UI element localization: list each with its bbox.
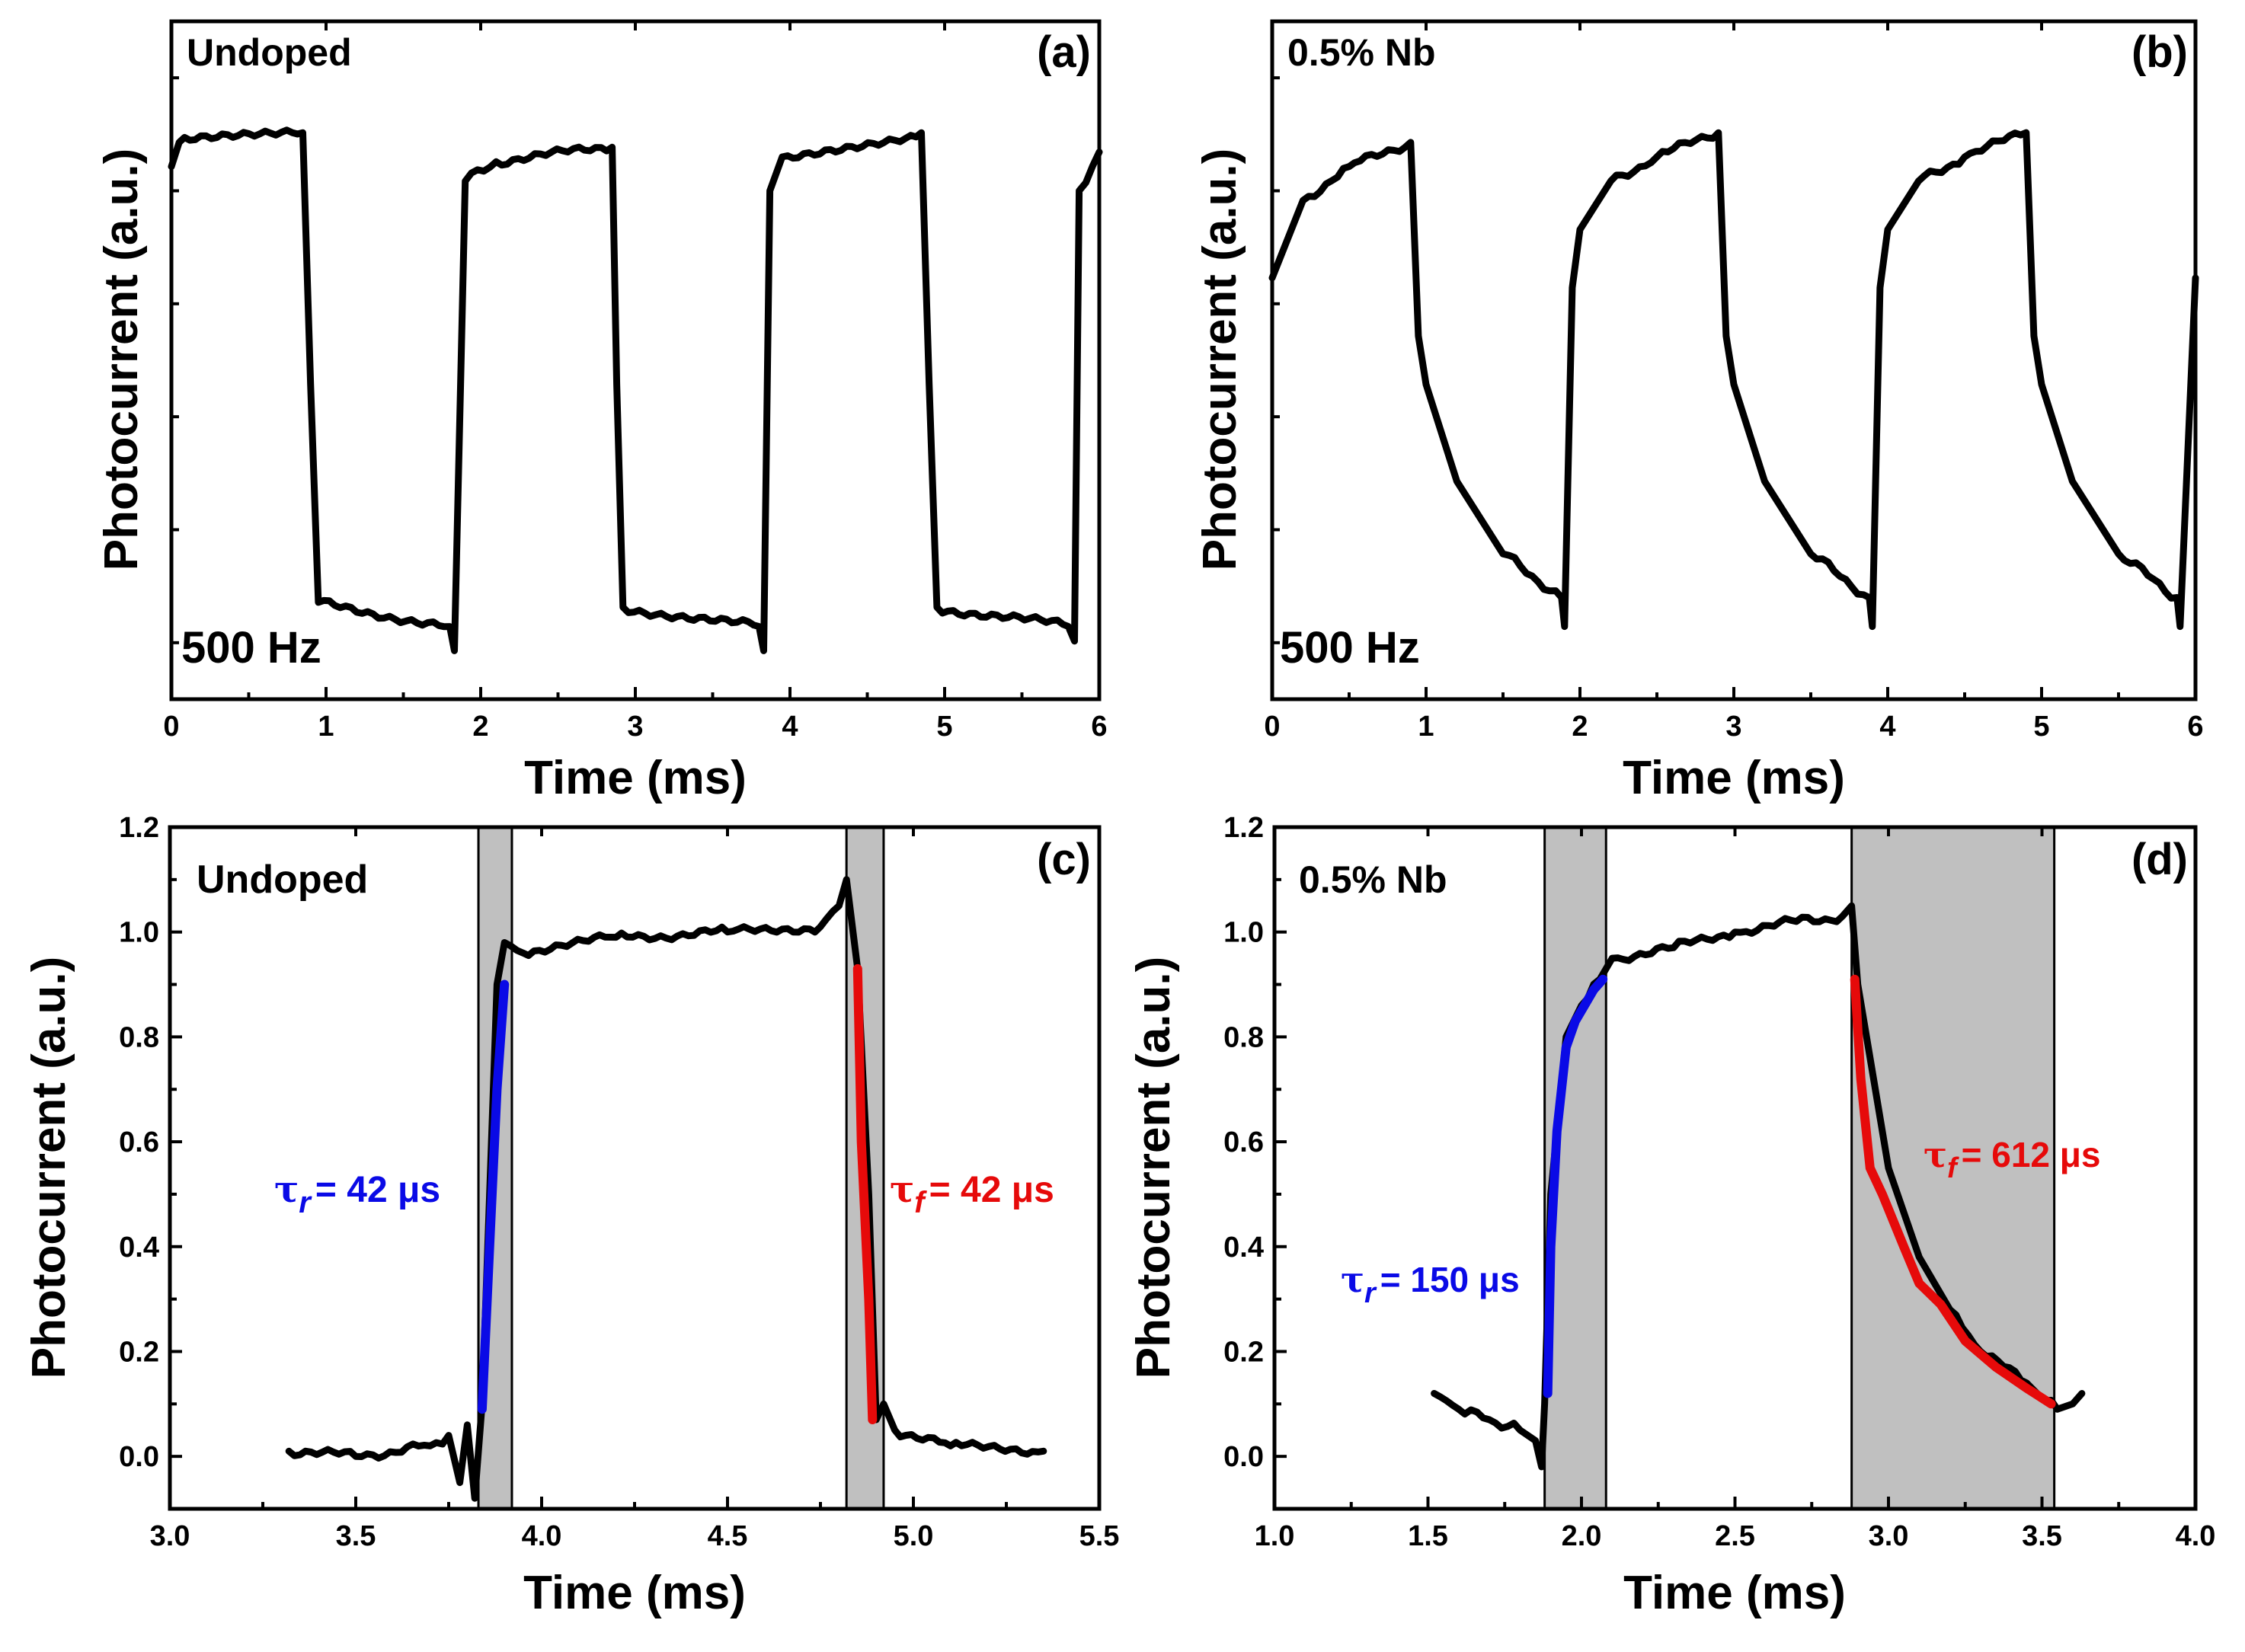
- x-tick-label: 3: [1725, 711, 1741, 743]
- rise-trace: [1543, 974, 1608, 1398]
- x-axis-title: Time (ms): [1623, 1567, 1846, 1619]
- x-tick-label: 1: [1418, 711, 1434, 743]
- y-tick-label: 0.4: [119, 1232, 159, 1264]
- fall-time-annotation: τf = 42 μs: [890, 1168, 1054, 1219]
- x-tick-label: 5: [2033, 711, 2049, 743]
- x-tick-label: 5.0: [894, 1520, 934, 1552]
- y-tick-label: 0.2: [119, 1336, 159, 1368]
- x-tick-label: 6: [1091, 711, 1107, 743]
- x-axis-title: Time (ms): [523, 1567, 746, 1619]
- photocurrent-trace: [285, 876, 1047, 1502]
- x-tick-label: 3.0: [1869, 1520, 1909, 1552]
- fall-trace: [852, 963, 878, 1424]
- y-tick-label: 0.0: [119, 1441, 159, 1473]
- chart-panel-d: 1.0 1.5 2.0 2.5 3.0 3.5 4.0 0.0 0.2 0.4 0.6 0.8 1.0 1…: [1127, 812, 2215, 1619]
- chart-panel-b: 0 1 2 3 4 5 6 (b) 0.5% Nb 500 Hz Time (ms) Pho…: [1194, 19, 2204, 804]
- y-tick-label: 1.0: [119, 917, 159, 949]
- photocurrent-trace: [1268, 129, 2199, 631]
- rise-time-annotation: τr = 42 μs: [274, 1168, 440, 1219]
- sample-label: 0.5% Nb: [1287, 31, 1436, 74]
- sample-label: Undoped: [197, 858, 368, 902]
- y-tick-label: 1.2: [1223, 812, 1264, 844]
- y-tick-label: 0.8: [119, 1021, 159, 1053]
- tau-subscript: r: [1364, 1277, 1377, 1309]
- y-tick-label: 0.0: [1223, 1441, 1264, 1473]
- plot-frame: [1270, 19, 2198, 701]
- tau-symbol: τ: [1924, 1134, 1947, 1175]
- x-tick-label: 3.5: [336, 1520, 376, 1552]
- x-tick-label: 1.0: [1255, 1520, 1295, 1552]
- tau-subscript: f: [1947, 1152, 1959, 1184]
- y-tick-label: 0.8: [1223, 1021, 1264, 1053]
- tau-value: = 42 μs: [929, 1170, 1054, 1210]
- y-tick-label: 1.2: [119, 812, 159, 844]
- x-tick-label: 0: [1264, 711, 1280, 743]
- fall-time-annotation: τf = 612 μs: [1924, 1134, 2101, 1184]
- x-tick-label: 2.0: [1562, 1520, 1602, 1552]
- tau-value: = 612 μs: [1962, 1135, 2101, 1174]
- chart-panel-c: 3.0 3.5 4.0 4.5 5.0 5.50.00.20.40.60.81.01.2 …: [23, 812, 1119, 1619]
- frequency-label: 500 Hz: [181, 623, 321, 673]
- tau-subscript: r: [299, 1186, 312, 1219]
- chart-panel-a: 0 1 2 3 4 5 6 (a) Undoped 500 Hz Time (ms) Pho…: [95, 19, 1108, 804]
- fall-trace: [1850, 974, 2056, 1409]
- tau-value: = 42 μs: [315, 1170, 440, 1210]
- x-tick-label: 2: [1572, 711, 1588, 743]
- photocurrent-trace: [168, 126, 1103, 654]
- rise-trace: [477, 979, 510, 1414]
- panel-label: (c): [1037, 835, 1091, 884]
- x-tick-label: 6: [2187, 711, 2203, 743]
- x-tick-label: 0: [163, 711, 179, 743]
- y-axis-title: Photocurrent (a.u.): [95, 149, 148, 571]
- y-tick-label: 0.6: [1223, 1126, 1264, 1158]
- sample-label: 0.5% Nb: [1299, 858, 1447, 901]
- x-tick-label: 4.5: [708, 1520, 748, 1552]
- tau-value: = 150 μs: [1380, 1260, 1520, 1299]
- tau-subscript: f: [914, 1186, 927, 1219]
- x-axis-title: Time (ms): [524, 752, 747, 804]
- x-tick-label: 4: [782, 711, 798, 743]
- x-tick-label: 3.5: [2022, 1520, 2062, 1552]
- y-axis-title: Photocurrent (a.u.): [1194, 149, 1246, 571]
- y-tick-label: 1.0: [1223, 917, 1264, 949]
- panel-label: (a): [1037, 27, 1091, 77]
- y-axis-title: Photocurrent (a.u.): [1127, 957, 1180, 1379]
- x-tick-label: 5: [936, 711, 952, 743]
- x-tick-label: 2.5: [1715, 1520, 1755, 1552]
- tau-symbol: τ: [274, 1168, 299, 1211]
- panel-label: (b): [2131, 27, 2188, 77]
- x-tick-label: 4: [1879, 711, 1895, 743]
- tau-symbol: τ: [1341, 1259, 1364, 1300]
- rise-time-annotation: τr = 150 μs: [1341, 1259, 1520, 1309]
- x-tick-label: 2: [472, 711, 488, 743]
- sample-label: Undoped: [187, 31, 352, 74]
- tau-symbol: τ: [890, 1168, 914, 1211]
- y-axis-title: Photocurrent (a.u.): [23, 957, 75, 1379]
- y-tick-label: 0.4: [1223, 1232, 1264, 1264]
- x-tick-label: 4.0: [2176, 1520, 2216, 1552]
- y-tick-label: 0.2: [1223, 1336, 1264, 1368]
- panel-label: (d): [2131, 835, 2188, 884]
- x-tick-label: 3.0: [150, 1520, 190, 1552]
- x-tick-label: 5.5: [1079, 1520, 1120, 1552]
- plot-frame: [168, 825, 1102, 1511]
- x-axis-title: Time (ms): [1623, 752, 1845, 804]
- y-tick-label: 0.6: [119, 1126, 159, 1158]
- x-tick-label: 4.0: [522, 1520, 562, 1552]
- frequency-label: 500 Hz: [1280, 623, 1420, 673]
- x-tick-label: 1.5: [1408, 1520, 1448, 1552]
- x-tick-label: 3: [627, 711, 643, 743]
- x-tick-label: 1: [318, 711, 334, 743]
